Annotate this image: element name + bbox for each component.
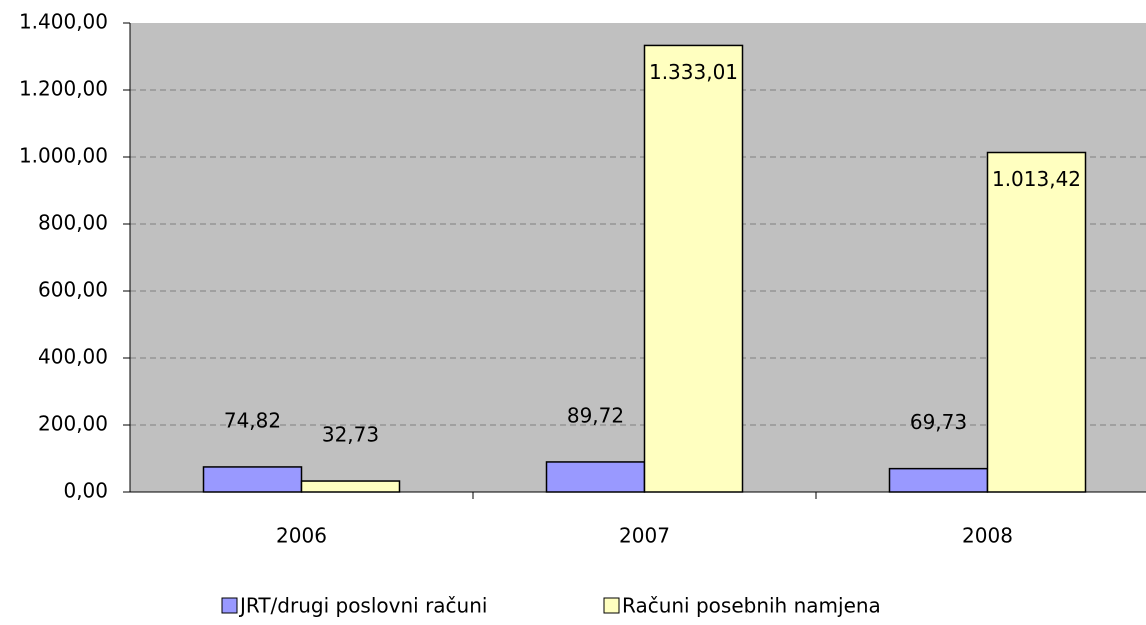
x-tick-label: 2007 <box>619 524 670 548</box>
bar <box>643 44 744 493</box>
bar <box>545 461 646 493</box>
value-label: 69,73 <box>910 410 967 434</box>
bar <box>300 480 401 493</box>
legend-swatch <box>603 597 620 614</box>
y-tick-label: 0,00 <box>63 479 108 503</box>
y-tick-label: 800,00 <box>38 211 108 235</box>
y-tick-label: 400,00 <box>38 345 108 369</box>
bar <box>888 467 989 493</box>
x-tick-label: 2008 <box>962 524 1013 548</box>
value-label: 74,82 <box>224 408 281 432</box>
plot-area <box>130 23 1146 492</box>
value-label: 1.013,42 <box>992 167 1081 191</box>
y-tick-label: 1.000,00 <box>19 144 108 168</box>
legend-label: JRT/drugi poslovni računi <box>238 594 487 618</box>
value-label: 1.333,01 <box>649 60 738 84</box>
y-tick-label: 200,00 <box>38 412 108 436</box>
y-tick-label: 1.400,00 <box>19 10 108 34</box>
bar <box>986 151 1087 493</box>
legend-swatch <box>221 597 238 614</box>
value-label: 32,73 <box>322 423 379 447</box>
x-tick-label: 2006 <box>276 524 327 548</box>
bar <box>202 466 303 493</box>
legend-label: Računi posebnih namjena <box>622 594 881 618</box>
y-tick-label: 600,00 <box>38 278 108 302</box>
value-label: 89,72 <box>567 403 624 427</box>
y-tick-label: 1.200,00 <box>19 77 108 101</box>
